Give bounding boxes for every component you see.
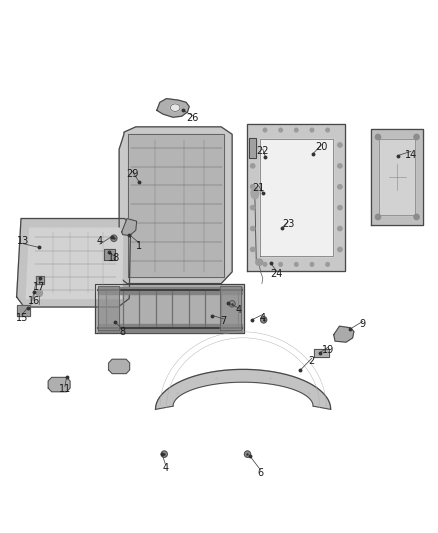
Ellipse shape [294,263,298,266]
Text: 16: 16 [28,296,40,306]
Polygon shape [249,138,256,158]
Text: 19: 19 [321,345,334,355]
Text: 4: 4 [97,236,103,246]
Polygon shape [122,219,137,236]
Ellipse shape [279,128,283,132]
Polygon shape [98,287,242,294]
Text: 20: 20 [316,142,328,152]
Ellipse shape [170,104,180,111]
Ellipse shape [375,214,381,220]
Text: 8: 8 [120,327,126,336]
Polygon shape [98,324,242,332]
Polygon shape [17,219,131,307]
Ellipse shape [338,184,342,189]
Text: 13: 13 [17,236,29,246]
Text: 29: 29 [126,169,138,179]
Ellipse shape [261,317,267,323]
Ellipse shape [251,164,255,168]
Text: 24: 24 [271,269,283,279]
Ellipse shape [338,247,342,252]
Ellipse shape [161,451,167,457]
Polygon shape [314,349,329,357]
Polygon shape [371,129,423,225]
Text: 6: 6 [258,469,264,478]
Polygon shape [260,139,333,256]
Text: 15: 15 [16,313,28,322]
Ellipse shape [294,128,298,132]
Ellipse shape [338,143,342,147]
Polygon shape [334,326,354,342]
Ellipse shape [326,263,329,266]
Text: 22: 22 [257,147,269,156]
Ellipse shape [326,128,329,132]
Polygon shape [128,134,224,277]
Polygon shape [155,369,331,409]
Ellipse shape [414,214,419,220]
Ellipse shape [229,301,235,307]
Polygon shape [95,284,244,333]
Text: 9: 9 [360,319,366,329]
Ellipse shape [375,134,381,140]
Ellipse shape [244,451,251,457]
Ellipse shape [256,259,263,265]
Text: 21: 21 [252,183,265,192]
Ellipse shape [263,128,267,132]
Polygon shape [247,124,345,271]
Polygon shape [379,139,415,215]
Ellipse shape [338,206,342,210]
Polygon shape [220,286,241,330]
Polygon shape [98,286,119,330]
Text: 26: 26 [187,114,199,123]
Ellipse shape [251,187,259,199]
Ellipse shape [36,290,42,296]
Text: 18: 18 [108,253,120,263]
Text: 1: 1 [136,241,142,251]
Text: 11: 11 [59,384,71,394]
Polygon shape [157,99,189,117]
Ellipse shape [251,227,255,231]
Polygon shape [36,276,44,284]
Ellipse shape [251,143,255,147]
Ellipse shape [338,227,342,231]
Polygon shape [109,359,130,374]
Text: 2: 2 [309,357,315,366]
Polygon shape [26,228,123,298]
Ellipse shape [310,263,314,266]
Polygon shape [119,127,232,284]
Text: 14: 14 [405,150,417,159]
Ellipse shape [338,164,342,168]
Polygon shape [104,249,115,260]
Text: 4: 4 [236,305,242,315]
Polygon shape [48,377,70,392]
Ellipse shape [251,247,255,252]
Text: 4: 4 [260,313,266,322]
Ellipse shape [310,128,314,132]
Text: 7: 7 [220,316,226,326]
Ellipse shape [251,184,255,189]
Ellipse shape [111,235,117,241]
Text: 4: 4 [162,463,169,473]
Text: 23: 23 [282,219,294,229]
Ellipse shape [251,206,255,210]
Ellipse shape [279,263,283,266]
Ellipse shape [263,263,267,266]
Ellipse shape [414,134,419,140]
Text: 17: 17 [33,282,46,292]
Polygon shape [17,305,30,316]
